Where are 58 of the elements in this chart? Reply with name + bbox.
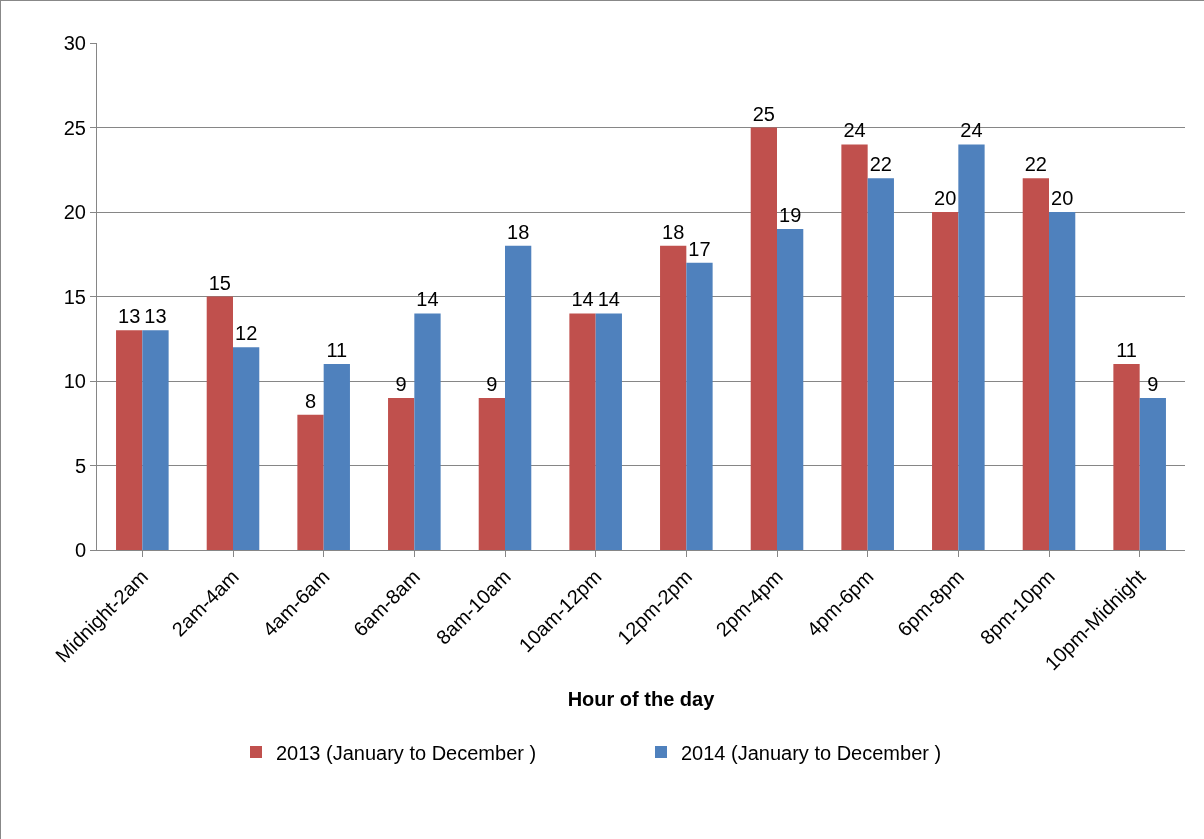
bar [595, 313, 622, 550]
y-tick-label: 10 [63, 370, 86, 392]
data-label: 13 [144, 305, 167, 328]
y-tick-label: 20 [63, 201, 86, 223]
data-label: 15 [208, 271, 231, 294]
bar [958, 144, 985, 550]
data-label: 8 [304, 389, 317, 412]
y-tick-label: 30 [63, 32, 86, 54]
bar [660, 245, 687, 550]
data-label: 17 [688, 237, 711, 260]
bar [1022, 178, 1049, 550]
data-label: 19 [779, 203, 802, 226]
bar [1113, 364, 1140, 550]
data-label: 12 [235, 322, 258, 345]
data-label: 24 [843, 119, 866, 142]
bar [1049, 212, 1076, 550]
bar [505, 245, 532, 550]
data-label: 14 [571, 288, 594, 311]
x-axis-title: Hour of the day [567, 687, 716, 710]
y-tick-label: 5 [74, 454, 86, 477]
data-label: 14 [416, 288, 439, 311]
bar [414, 313, 441, 550]
bar [478, 397, 505, 550]
bar [233, 347, 260, 550]
data-label: 22 [1024, 153, 1047, 176]
bar [686, 262, 713, 550]
data-label: 9 [1147, 372, 1159, 395]
data-label: 22 [869, 153, 892, 176]
y-tick-label: 15 [63, 285, 86, 308]
data-label: 24 [960, 119, 983, 142]
bar [750, 127, 777, 550]
data-label: 20 [934, 187, 957, 209]
data-label: 11 [326, 339, 348, 362]
bar [206, 296, 233, 550]
data-label: 18 [662, 220, 685, 243]
bar [323, 364, 350, 550]
data-label: 25 [752, 102, 775, 125]
data-label: 14 [597, 288, 620, 311]
data-label: 13 [118, 305, 141, 328]
bar [777, 228, 804, 550]
data-label: 11 [1116, 339, 1137, 362]
data-label: 18 [507, 220, 530, 243]
bar [569, 313, 596, 550]
y-tick-label: 25 [63, 116, 86, 139]
bar [841, 144, 868, 550]
legend-label: 2013 (January to December ) [276, 741, 537, 764]
data-label: 9 [395, 372, 407, 395]
data-label: 20 [1051, 187, 1074, 209]
bar [1139, 397, 1166, 550]
bar [297, 414, 324, 550]
bar [388, 397, 415, 550]
legend-label: 2014 (January to December ) [681, 741, 942, 764]
y-tick-label: 0 [74, 539, 86, 561]
bar [932, 212, 959, 550]
bar [142, 330, 169, 550]
data-label: 9 [486, 372, 498, 395]
bar [867, 178, 894, 550]
bar [116, 330, 143, 550]
